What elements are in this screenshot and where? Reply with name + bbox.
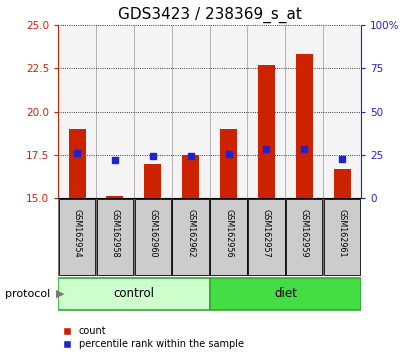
Bar [334, 169, 351, 198]
Bar [58, 25, 96, 198]
Title: GDS3423 / 238369_s_at: GDS3423 / 238369_s_at [117, 7, 302, 23]
FancyBboxPatch shape [134, 199, 171, 275]
Text: protocol: protocol [5, 289, 50, 299]
Text: GSM162961: GSM162961 [338, 209, 347, 258]
Legend: count, percentile rank within the sample: count, percentile rank within the sample [63, 326, 244, 349]
Bar [68, 129, 85, 198]
Text: ▶: ▶ [56, 289, 64, 299]
Text: GSM162959: GSM162959 [300, 209, 309, 258]
FancyBboxPatch shape [210, 278, 361, 310]
FancyBboxPatch shape [59, 199, 95, 275]
Text: GSM162957: GSM162957 [262, 209, 271, 258]
Bar [134, 25, 172, 198]
Bar [323, 25, 361, 198]
FancyBboxPatch shape [286, 199, 322, 275]
Bar [210, 25, 247, 198]
Text: control: control [113, 287, 154, 300]
Text: diet: diet [274, 287, 297, 300]
FancyBboxPatch shape [210, 199, 247, 275]
Bar [286, 25, 323, 198]
Bar [96, 25, 134, 198]
Text: GSM162960: GSM162960 [148, 209, 157, 258]
Text: GSM162954: GSM162954 [73, 209, 81, 258]
Bar [247, 25, 285, 198]
Bar [296, 54, 313, 198]
Bar [258, 65, 275, 198]
FancyBboxPatch shape [248, 199, 285, 275]
Bar [172, 25, 210, 198]
Text: GSM162956: GSM162956 [224, 209, 233, 258]
Bar [144, 164, 161, 198]
Bar [182, 155, 199, 198]
Bar [220, 129, 237, 198]
FancyBboxPatch shape [97, 199, 133, 275]
FancyBboxPatch shape [173, 199, 209, 275]
FancyBboxPatch shape [324, 199, 360, 275]
Text: GSM162962: GSM162962 [186, 209, 195, 258]
Text: GSM162958: GSM162958 [110, 209, 120, 258]
FancyBboxPatch shape [58, 278, 210, 310]
Bar [106, 196, 123, 198]
